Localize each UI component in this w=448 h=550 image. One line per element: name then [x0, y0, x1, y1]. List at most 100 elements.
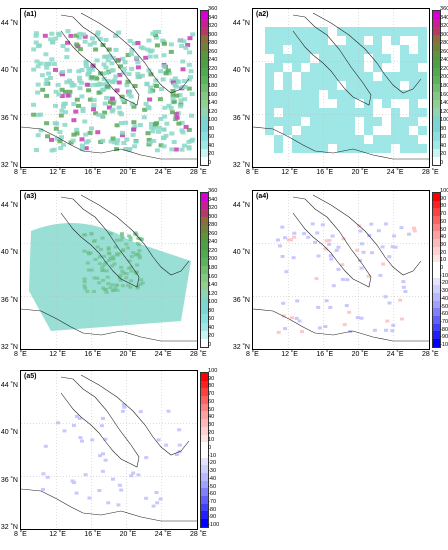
lon-tick-label: 8 ˚E — [14, 169, 27, 176]
colorbar-segment — [433, 156, 440, 165]
italy-coastline — [292, 196, 372, 288]
colorbar-tick-label: 140 — [440, 100, 448, 107]
colorbar-tick-label: 300 — [208, 31, 218, 38]
colorbar-tick-label: 320 — [440, 23, 448, 30]
colorbar-tick-label: 180 — [208, 265, 218, 271]
lat-tick-label: 40 ˚N — [232, 249, 250, 257]
colorbar-segment — [433, 91, 440, 101]
italy-coastline — [60, 376, 140, 468]
colorbar-tick-label: 180 — [208, 83, 218, 89]
colorbar-segment — [201, 116, 208, 125]
colorbar-segment — [201, 217, 208, 226]
balkan-coastline — [312, 12, 422, 94]
colorbar-segment — [201, 338, 208, 347]
colorbar-tick-label: 90 — [208, 375, 215, 382]
lat-tick-label: 36 ˚N — [0, 296, 18, 304]
colorbar-segment — [433, 300, 440, 309]
panel-label: (a5) — [24, 373, 37, 380]
colorbar-segment — [433, 67, 440, 76]
colorbar-segment — [433, 262, 440, 270]
colorbar-tick-label: 20 — [208, 151, 215, 158]
colorbar-tick-label: 80 — [208, 383, 215, 390]
lon-tick-label: 28 ˚E — [422, 169, 439, 176]
balkan-coastline — [80, 374, 190, 456]
colorbar-segment — [201, 273, 208, 283]
colorbar-segment — [433, 331, 440, 340]
lon-tick-label: 12 ˚E — [49, 351, 66, 358]
colorbar — [432, 192, 441, 348]
colorbar-segment — [201, 100, 208, 109]
map-svg — [253, 191, 429, 349]
colorbar-segment — [201, 314, 208, 323]
colorbar-tick-label: 340 — [208, 196, 218, 203]
colorbar-tick-label: 240 — [440, 57, 448, 64]
lon-tick-label: 20 ˚E — [119, 169, 137, 176]
colorbar-segment — [201, 67, 208, 76]
colorbar-tick-label: 40 — [440, 234, 447, 241]
colorbar-segment — [201, 480, 208, 489]
lon-tick-label: 28 ˚E — [190, 351, 207, 358]
colorbar-segment — [201, 434, 208, 443]
colorbar-tick-label: 20 — [208, 429, 215, 436]
colorbar-segment — [201, 298, 208, 307]
colorbar-tick-label: 0 — [208, 445, 212, 451]
colorbar-segment — [433, 277, 440, 286]
map-area: (a3) — [20, 190, 198, 350]
lat-tick-label: 44 ˚N — [232, 20, 250, 27]
lon-tick-label: 16 ˚E — [316, 169, 334, 176]
colorbar-segment — [433, 323, 440, 332]
colorbar-tick-label: 60 — [440, 134, 447, 141]
colorbar-tick-label: 60 — [208, 316, 215, 323]
colorbar-segment — [201, 306, 208, 315]
colorbar-segment — [201, 511, 208, 520]
lat-tick-label: 44 ˚N — [0, 202, 18, 209]
colorbar-segment — [433, 239, 440, 247]
lon-tick-label: 8 ˚E — [14, 531, 27, 538]
colorbar-tick-label: 80 — [208, 307, 215, 314]
colorbar-segment — [201, 83, 208, 92]
lon-tick-label: 24 ˚E — [154, 169, 172, 176]
lon-tick-label: 12 ˚E — [281, 351, 298, 358]
colorbar-tick-label: 160 — [208, 273, 218, 280]
colorbar-tick-label: 180 — [440, 83, 448, 89]
panel-label: (a3) — [24, 193, 37, 200]
map-svg — [21, 9, 197, 167]
lon-tick-label: 20 ˚E — [351, 169, 369, 176]
colorbar-tick-label: 100 — [440, 188, 448, 194]
colorbar-segment — [433, 11, 440, 20]
colorbar-segment — [201, 156, 208, 165]
lat-tick-label: 32 ˚N — [232, 162, 250, 169]
colorbar-segment — [433, 292, 440, 301]
colorbar-tick-label: -40 — [440, 295, 448, 302]
colorbar-segment — [201, 488, 208, 496]
colorbar-segment — [201, 472, 208, 481]
colorbar-segment — [433, 100, 440, 109]
colorbar-segment — [201, 148, 208, 157]
colorbar-tick-label: -80 — [440, 326, 448, 333]
colorbar-segment — [201, 457, 208, 466]
colorbar — [432, 10, 441, 166]
colorbar-tick-label: -70 — [208, 498, 217, 505]
africa-coastline — [21, 488, 197, 522]
panel-label: (a4) — [256, 193, 269, 200]
lon-tick-label: 16 ˚E — [316, 351, 334, 358]
colorbar-tick-label: 0 — [440, 160, 444, 166]
colorbar-segment — [201, 201, 208, 210]
lon-tick-label: 28 ˚E — [190, 531, 207, 538]
colorbar-tick-label: 0 — [208, 160, 212, 166]
colorbar-tick-label: 100 — [440, 117, 448, 124]
lon-tick-label: 24 ˚E — [386, 351, 404, 358]
colorbar-segment — [201, 75, 208, 84]
colorbar-tick-label: 120 — [208, 108, 218, 115]
colorbar-tick-label: 220 — [440, 65, 448, 72]
colorbar-tick-label: 60 — [208, 398, 215, 405]
colorbar-segment — [433, 132, 440, 141]
colorbar-segment — [201, 419, 208, 427]
colorbar-tick-label: 20 — [440, 249, 447, 256]
colorbar-segment — [201, 27, 208, 36]
lon-tick-label: 20 ˚E — [119, 351, 137, 358]
lat-tick-label: 40 ˚N — [0, 67, 18, 75]
lat-tick-label: 44 ˚N — [0, 20, 18, 27]
colorbar-tick-label: 100 — [208, 299, 218, 306]
colorbar-segment — [201, 11, 208, 20]
